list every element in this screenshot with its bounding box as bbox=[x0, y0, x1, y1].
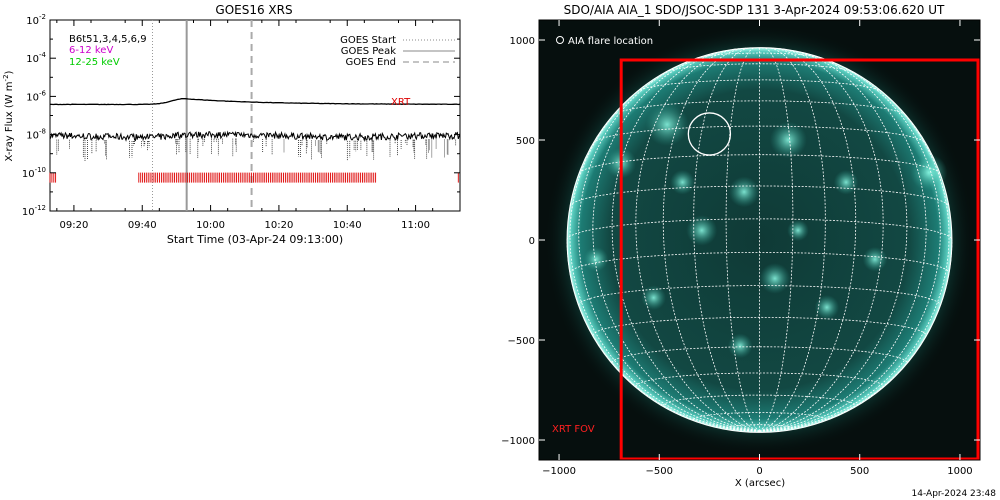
aia-x-tick-label: 0 bbox=[756, 466, 762, 477]
goes-start-legend-label: GOES Start bbox=[340, 35, 396, 46]
goes-end-legend-label: GOES End bbox=[346, 57, 396, 68]
active-region-glow bbox=[759, 263, 791, 294]
aia-x-tick-label: 1000 bbox=[947, 466, 972, 477]
goes-x-axis-label: Start Time (03-Apr-24 09:13:00) bbox=[167, 233, 343, 246]
aia-y-tick-label: 0 bbox=[529, 236, 535, 247]
grid-line bbox=[759, 239, 953, 432]
grid-line bbox=[725, 47, 760, 432]
xrt-fov-label: XRT FOV bbox=[552, 424, 595, 435]
goes-x-tick-label: 09:40 bbox=[128, 220, 157, 231]
aia-y-tick-label: −500 bbox=[508, 336, 535, 347]
active-region-layer bbox=[583, 102, 948, 359]
active-region-glow bbox=[728, 176, 760, 208]
grid-line bbox=[578, 285, 941, 306]
active-region-glow bbox=[641, 285, 666, 311]
goes-short-channel-series bbox=[49, 130, 461, 143]
grid-line bbox=[569, 185, 950, 207]
active-region-glow bbox=[862, 246, 888, 272]
aia-tick-layer: −1000 −1000 −500 −500 0 0 500 500 1000 1000 bbox=[501, 20, 980, 477]
aia-legend-symbol bbox=[556, 36, 564, 44]
aia-title: SDO/AIA AIA_1 SDO/JSOC-SDP 131 3-Apr-202… bbox=[564, 3, 945, 17]
goes-x-tick-label: 10:20 bbox=[265, 220, 294, 231]
goes-channel-label-3: 12-25 keV bbox=[69, 57, 120, 68]
grid-line bbox=[566, 239, 760, 432]
goes-channel-label-2: 6-12 keV bbox=[69, 45, 113, 56]
active-region-glow bbox=[787, 219, 809, 242]
grid-line bbox=[611, 48, 760, 432]
aia-x-axis-label: X (arcsec) bbox=[735, 478, 785, 489]
goes-xrs-panel: GOES16 XRS 10-2 10-4 10-6 10-8 10-10 10-12 09:… bbox=[2, 3, 461, 246]
footer-timestamp: 14-Apr-2024 23:48 bbox=[912, 489, 997, 499]
grid-line bbox=[635, 372, 884, 387]
grid-line bbox=[759, 47, 826, 432]
goes-xrt-label: XRT bbox=[391, 97, 411, 108]
aia-y-tick-label: 1000 bbox=[510, 36, 535, 47]
active-region-glow bbox=[833, 169, 859, 195]
goes-y-tick-label: 10-2 bbox=[26, 13, 46, 27]
goes-peak-legend-label: GOES Peak bbox=[341, 46, 396, 57]
grid-line bbox=[635, 48, 760, 432]
aia-legend-label: AIA flare location bbox=[568, 36, 653, 47]
active-region-glow bbox=[645, 102, 689, 147]
goes-x-tick-label: 10:00 bbox=[196, 220, 225, 231]
grid-line bbox=[759, 48, 908, 432]
solar-limb bbox=[566, 47, 953, 433]
aia-image-panel: AIA flare location XRT FOV −1000 −1000 −50… bbox=[501, 19, 981, 489]
grid-line bbox=[665, 63, 854, 73]
goes-y-tick-label: 10-12 bbox=[22, 204, 46, 218]
aia-y-tick-label: −1000 bbox=[501, 436, 535, 447]
active-region-glow bbox=[910, 154, 948, 192]
active-region-glow bbox=[583, 246, 609, 272]
active-region-glow bbox=[727, 333, 753, 359]
goes-title: GOES16 XRS bbox=[215, 3, 292, 17]
goes-y-tick-label: 10-8 bbox=[26, 128, 46, 142]
aia-x-tick-label: 500 bbox=[850, 466, 869, 477]
active-region-glow bbox=[814, 295, 840, 320]
grid-line bbox=[592, 51, 760, 432]
grid-line bbox=[759, 47, 857, 432]
goes-y-tick-label: 10-6 bbox=[26, 89, 46, 103]
xrt-fov-rectangle bbox=[619, 58, 980, 460]
goes-x-tick-label: 11:00 bbox=[401, 220, 430, 231]
active-region-glow bbox=[769, 121, 807, 159]
active-region-glow bbox=[670, 169, 695, 195]
goes-x-tick-label: 10:40 bbox=[333, 220, 362, 231]
goes-y-tick-label: 10-4 bbox=[26, 51, 46, 65]
grid-line bbox=[759, 48, 884, 432]
flare-location-circle bbox=[687, 112, 732, 156]
grid-line bbox=[759, 79, 950, 432]
aia-y-tick-label: 500 bbox=[516, 136, 535, 147]
grid-line bbox=[569, 79, 760, 432]
goes-tick-layer: 10-2 10-4 10-6 10-8 10-10 10-12 09:20 09:40 10:0… bbox=[22, 13, 460, 231]
goes-data-layer bbox=[49, 20, 461, 211]
grid-line bbox=[693, 47, 760, 432]
aia-x-tick-label: −500 bbox=[646, 466, 673, 477]
goes-y-tick-label: 10-10 bbox=[22, 166, 46, 180]
grid-line bbox=[759, 47, 794, 432]
goes-long-channel-series bbox=[49, 98, 461, 106]
goes-channel-label-1: B6t51,3,4,5,6,9 bbox=[69, 34, 147, 45]
aia-x-tick-label: −1000 bbox=[542, 466, 576, 477]
heliographic-grid bbox=[566, 47, 953, 433]
goes-y-axis-label: X-ray Flux (W m-2) bbox=[2, 70, 15, 161]
grid-line bbox=[759, 51, 927, 432]
grid-line bbox=[662, 47, 760, 432]
grid-line bbox=[611, 346, 908, 363]
goes-x-tick-label: 09:20 bbox=[60, 220, 89, 231]
